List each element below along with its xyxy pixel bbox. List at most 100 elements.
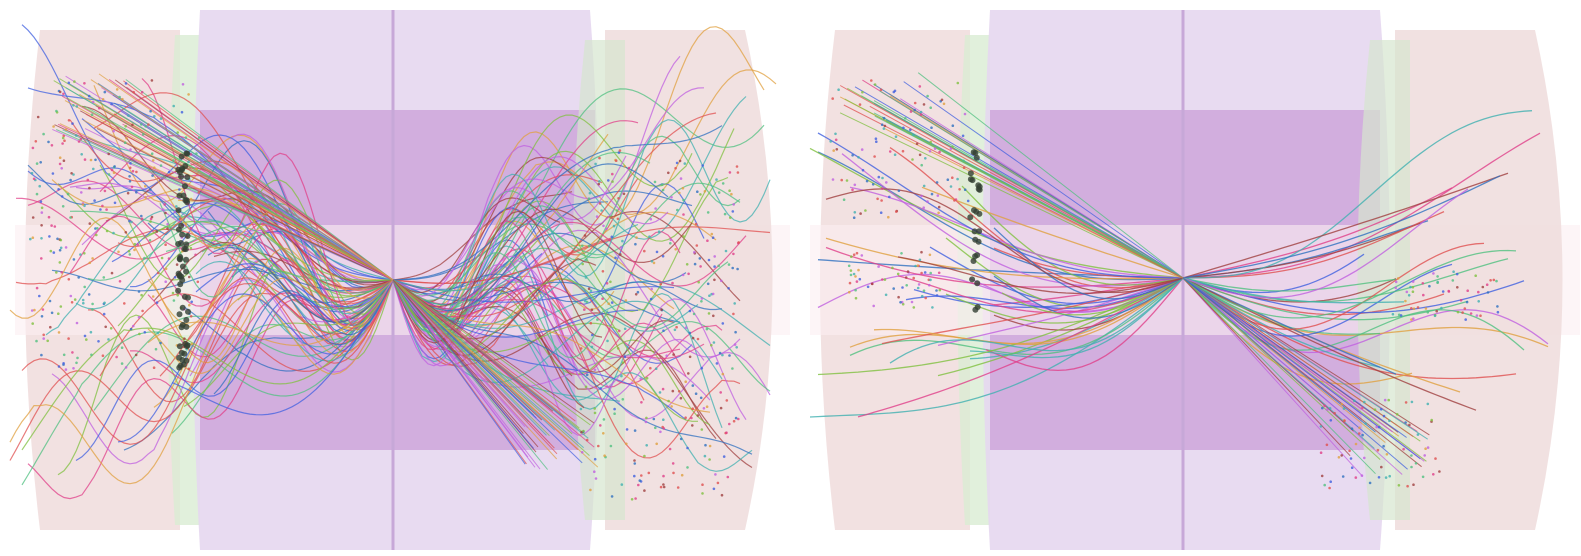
hit bbox=[909, 129, 912, 132]
hit bbox=[98, 107, 101, 110]
hit bbox=[132, 325, 135, 328]
hit bbox=[32, 147, 35, 150]
hit bbox=[63, 354, 66, 357]
hit bbox=[617, 197, 620, 200]
hit bbox=[660, 308, 663, 311]
hit bbox=[140, 294, 143, 297]
hit bbox=[680, 438, 683, 441]
hit bbox=[731, 367, 734, 370]
hit bbox=[920, 113, 923, 116]
hit bbox=[678, 192, 681, 195]
hit bbox=[48, 216, 51, 219]
hit bbox=[920, 195, 923, 198]
hit bbox=[586, 374, 589, 377]
hit bbox=[119, 280, 122, 283]
hit bbox=[684, 162, 687, 165]
hit bbox=[1495, 280, 1498, 283]
hit bbox=[655, 367, 658, 370]
hit bbox=[185, 309, 191, 315]
hit bbox=[160, 164, 163, 167]
hit bbox=[1430, 419, 1433, 422]
hit bbox=[662, 189, 665, 192]
hit bbox=[184, 197, 190, 203]
hit bbox=[1410, 307, 1413, 310]
hit bbox=[1425, 307, 1428, 310]
hit bbox=[697, 338, 700, 341]
hit bbox=[615, 159, 618, 162]
hit bbox=[1413, 307, 1416, 310]
hit bbox=[682, 199, 685, 202]
hit bbox=[183, 317, 189, 323]
hit bbox=[611, 301, 614, 304]
hit bbox=[876, 198, 879, 201]
hit bbox=[583, 308, 586, 311]
hit bbox=[874, 83, 877, 86]
hit bbox=[1355, 476, 1358, 479]
hit bbox=[151, 174, 154, 177]
hit bbox=[732, 203, 735, 206]
hit bbox=[880, 211, 883, 214]
hit bbox=[588, 197, 591, 200]
hit bbox=[112, 130, 115, 133]
hit bbox=[53, 251, 56, 254]
hit bbox=[1412, 286, 1415, 289]
hit bbox=[1397, 277, 1400, 280]
hit bbox=[57, 312, 60, 315]
hit bbox=[713, 279, 716, 282]
hit bbox=[149, 188, 152, 191]
hit bbox=[611, 180, 614, 183]
hit bbox=[31, 322, 34, 325]
hit bbox=[88, 293, 91, 296]
hit bbox=[628, 167, 631, 170]
hit bbox=[129, 167, 132, 170]
hit bbox=[180, 264, 186, 270]
hit bbox=[183, 257, 189, 263]
hit bbox=[157, 332, 160, 335]
hit bbox=[645, 421, 648, 424]
hit bbox=[128, 175, 131, 178]
hit bbox=[706, 405, 709, 408]
hit bbox=[639, 378, 642, 381]
hit bbox=[635, 236, 638, 239]
hit bbox=[697, 414, 700, 417]
hit bbox=[951, 176, 954, 179]
hit bbox=[736, 165, 739, 168]
hit bbox=[59, 156, 62, 159]
hit bbox=[689, 332, 692, 335]
hit bbox=[40, 237, 43, 240]
hit bbox=[594, 163, 597, 166]
hit bbox=[731, 267, 734, 270]
hit bbox=[707, 211, 710, 214]
hit bbox=[65, 368, 68, 371]
hit bbox=[183, 246, 189, 252]
hit bbox=[1424, 447, 1427, 450]
hit bbox=[972, 228, 978, 234]
hit bbox=[928, 284, 931, 287]
hit bbox=[1363, 401, 1366, 404]
hit bbox=[613, 412, 616, 415]
hit bbox=[131, 186, 134, 189]
hit bbox=[580, 408, 583, 411]
hit bbox=[611, 173, 614, 176]
hit bbox=[616, 209, 619, 212]
hit bbox=[728, 354, 731, 357]
hit bbox=[929, 272, 932, 275]
hit bbox=[645, 444, 648, 447]
hit bbox=[195, 168, 198, 171]
hit bbox=[654, 427, 657, 430]
hit bbox=[713, 255, 716, 258]
hit bbox=[1427, 311, 1430, 314]
hit bbox=[701, 492, 704, 495]
hit bbox=[124, 141, 127, 144]
hit bbox=[711, 233, 714, 236]
hit bbox=[1400, 314, 1403, 317]
hit bbox=[116, 88, 119, 91]
hit bbox=[617, 218, 620, 221]
hit bbox=[177, 343, 183, 349]
hit bbox=[1361, 407, 1364, 410]
hit bbox=[1326, 444, 1329, 447]
hit bbox=[977, 184, 983, 190]
hit bbox=[603, 454, 606, 457]
hit bbox=[165, 268, 168, 271]
hit bbox=[913, 306, 916, 309]
